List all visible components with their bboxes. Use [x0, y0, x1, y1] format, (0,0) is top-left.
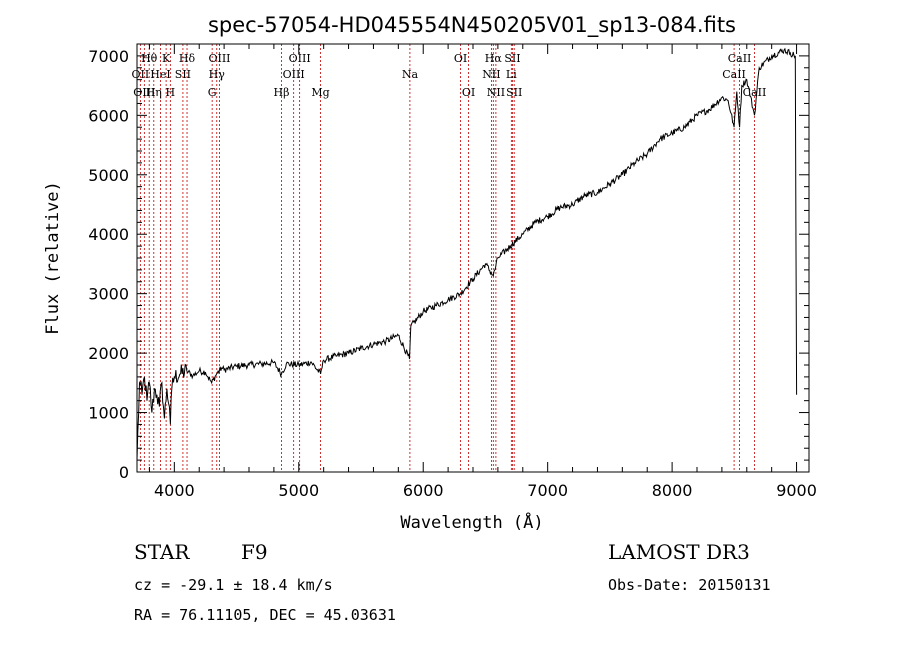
- spectral-line-label: OI: [462, 86, 475, 99]
- y-tick-label: 3000: [88, 285, 129, 304]
- obs-date-text: Obs-Date: 20150131: [608, 576, 771, 594]
- spectral-line-label: SII: [504, 52, 520, 65]
- spectral-line-label: K: [162, 52, 171, 65]
- spectral-line-label: Hδ: [179, 52, 196, 65]
- spectral-line-label: HeI: [150, 68, 170, 81]
- spectral-line-label: Hη: [146, 86, 162, 99]
- spectral-line-label: SII: [506, 86, 522, 99]
- spectral-line-label: Hα: [485, 52, 503, 65]
- spectral-line-label: Li: [506, 68, 517, 81]
- spectral-line-label: OII: [132, 68, 150, 81]
- spectral-line-label: OIII: [208, 52, 230, 65]
- coordinates-text: RA = 76.11105, DEC = 45.03631: [134, 606, 396, 624]
- y-tick-label: 4000: [88, 225, 129, 244]
- spectral-line-label: CaII: [728, 52, 752, 65]
- y-tick-label: 0: [119, 463, 129, 482]
- spectral-line-label: H: [166, 86, 176, 99]
- y-tick-label: 6000: [88, 106, 129, 125]
- flux-series-line: [136, 47, 798, 461]
- spectral-line-label: Na: [402, 68, 419, 81]
- x-tick-label: 6000: [403, 481, 444, 500]
- y-tick-label: 5000: [88, 166, 129, 185]
- spectral-line-label: NII: [487, 86, 505, 99]
- spectral-line-label: OIII: [289, 52, 311, 65]
- spectral-line-label: Mg: [311, 86, 329, 99]
- spectral-line-label: CaII: [743, 86, 767, 99]
- object-class: STAR: [134, 540, 190, 564]
- x-tick-label: 8000: [652, 481, 693, 500]
- y-tick-label: 1000: [88, 404, 129, 423]
- y-tick-label: 7000: [88, 47, 129, 66]
- spectral-line-label: CaII: [722, 68, 746, 81]
- redshift-text: cz = -29.1 ± 18.4 km/s: [134, 576, 333, 594]
- spectral-line-label: SII: [175, 68, 191, 81]
- spectral-line-label: Hβ: [274, 86, 290, 99]
- x-axis-ticks: 4000 5000 6000 7000 8000 9000: [148, 44, 817, 500]
- survey-name: LAMOST DR3: [608, 540, 750, 564]
- spectral-line-label: OIII: [133, 86, 155, 99]
- chart-title: spec-57054-HD045554N450205V01_sp13-084.f…: [208, 13, 736, 38]
- plot-frame: [136, 43, 810, 473]
- object-subclass: F9: [241, 540, 268, 564]
- y-axis-label: Flux (relative): [43, 181, 63, 335]
- spectral-line-labels: Hθ OII OIII K HeI Hη H Hδ SII OIII Hγ G OIII OIII Hβ Mg…: [132, 52, 767, 99]
- y-axis-ticks: 0 1000 2000 3000 4000 5000 6000 7000: [88, 47, 809, 482]
- spectral-line-label: OIII: [283, 68, 305, 81]
- spectral-line-label: Hγ: [209, 68, 226, 81]
- x-tick-label: 4000: [154, 481, 195, 500]
- x-tick-label: 9000: [776, 481, 817, 500]
- spectral-line-markers: [139, 44, 755, 472]
- spectral-line-label: G: [208, 86, 217, 99]
- y-tick-label: 2000: [88, 344, 129, 363]
- x-axis-label: Wavelength (Å): [400, 511, 543, 533]
- spectral-line-label: OI: [454, 52, 467, 65]
- x-tick-label: 5000: [278, 481, 319, 500]
- x-tick-label: 7000: [527, 481, 568, 500]
- spectral-line-label: NII: [482, 68, 500, 81]
- spectral-line-label: Hθ: [141, 52, 158, 65]
